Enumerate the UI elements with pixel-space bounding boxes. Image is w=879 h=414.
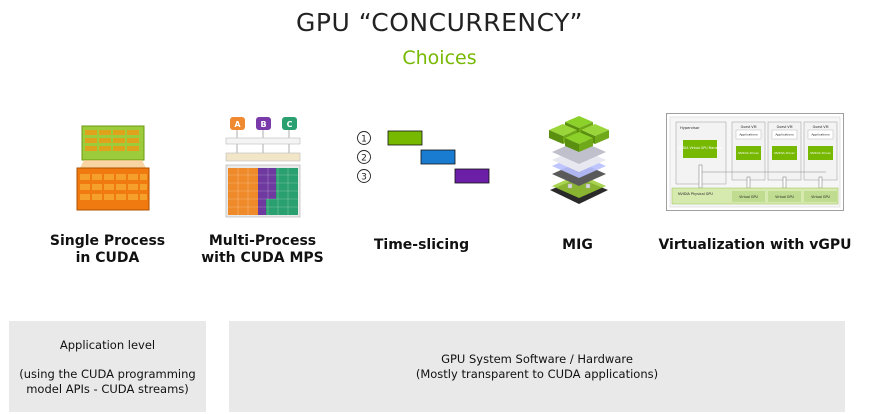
- svg-text:Guest VM: Guest VM: [813, 125, 829, 129]
- option-label-mig: MIG: [562, 237, 593, 253]
- vgpu-guest-vm-3: Guest VM Applications NVIDIA Driver: [803, 121, 838, 181]
- application-level-detail-2: model APIs - CUDA streams): [26, 382, 189, 396]
- slot-2-number: 2: [361, 154, 367, 164]
- svg-text:Applications: Applications: [775, 133, 794, 137]
- svg-text:Guest VM: Guest VM: [777, 125, 793, 129]
- timeslice-bar-2: [420, 149, 456, 165]
- timeslice-bar-3: [454, 168, 490, 184]
- svg-text:Guest VM: Guest VM: [741, 125, 757, 129]
- option-label-timeslicing: Time-slicing: [373, 237, 470, 253]
- option-label-mps: Multi-Process with CUDA MPS: [201, 233, 324, 266]
- system-level-box: GPU System Software / Hardware (Mostly t…: [229, 321, 845, 412]
- system-level-detail: (Mostly transparent to CUDA applications…: [415, 367, 659, 381]
- application-level-detail-1: (using the CUDA programming: [19, 367, 196, 381]
- vgpu-physical-gpu-label: NVIDIA Physical GPU: [678, 192, 713, 196]
- svg-text:Applications: Applications: [739, 133, 758, 137]
- vgpu-hypervisor-label: Hypervisor: [680, 126, 700, 130]
- option-label-single-process: Single Process in CUDA: [49, 233, 166, 266]
- timeslice-bar-1: [387, 130, 423, 146]
- page-subtitle: Choices: [402, 47, 477, 69]
- mig-figure: [549, 116, 609, 204]
- application-level-box: Application level (using the CUDA progra…: [9, 321, 206, 412]
- mps-client-b: B: [260, 120, 266, 129]
- svg-text:Applications: Applications: [811, 133, 830, 137]
- mps-figure: A B C: [225, 117, 301, 218]
- virtual-gpu-label-1: Virtual GPU: [739, 195, 758, 199]
- option-label-vgpu: Virtualization with vGPU: [658, 237, 852, 253]
- vgpu-figure: Hypervisor NVIDIA Virtual GPU Manager Gu…: [666, 113, 844, 211]
- svg-text:NVIDIA Driver: NVIDIA Driver: [810, 151, 831, 155]
- vgpu-guest-vm-1: Guest VM Applications NVIDIA Driver: [731, 121, 766, 181]
- virtual-gpu-label-2: Virtual GPU: [775, 195, 794, 199]
- slot-3-number: 3: [361, 173, 367, 183]
- system-level-title: GPU System Software / Hardware: [441, 352, 633, 366]
- page-title: GPU “CONCURRENCY”: [296, 8, 583, 37]
- application-level-title: Application level: [59, 338, 156, 352]
- virtual-gpu-label-3: Virtual GPU: [811, 195, 830, 199]
- slot-1-number: 1: [361, 135, 367, 145]
- svg-text:NVIDIA Driver: NVIDIA Driver: [774, 151, 795, 155]
- mps-client-c: C: [287, 120, 293, 129]
- vgpu-guest-vm-2: Guest VM Applications NVIDIA Driver: [767, 121, 802, 181]
- mps-client-a: A: [234, 120, 241, 129]
- svg-text:NVIDIA Driver: NVIDIA Driver: [738, 151, 759, 155]
- vgpu-manager-label: NVIDIA Virtual GPU Manager: [677, 146, 723, 150]
- single-process-figure: [76, 125, 150, 211]
- timeslicing-figure: 1 2 3: [357, 130, 490, 184]
